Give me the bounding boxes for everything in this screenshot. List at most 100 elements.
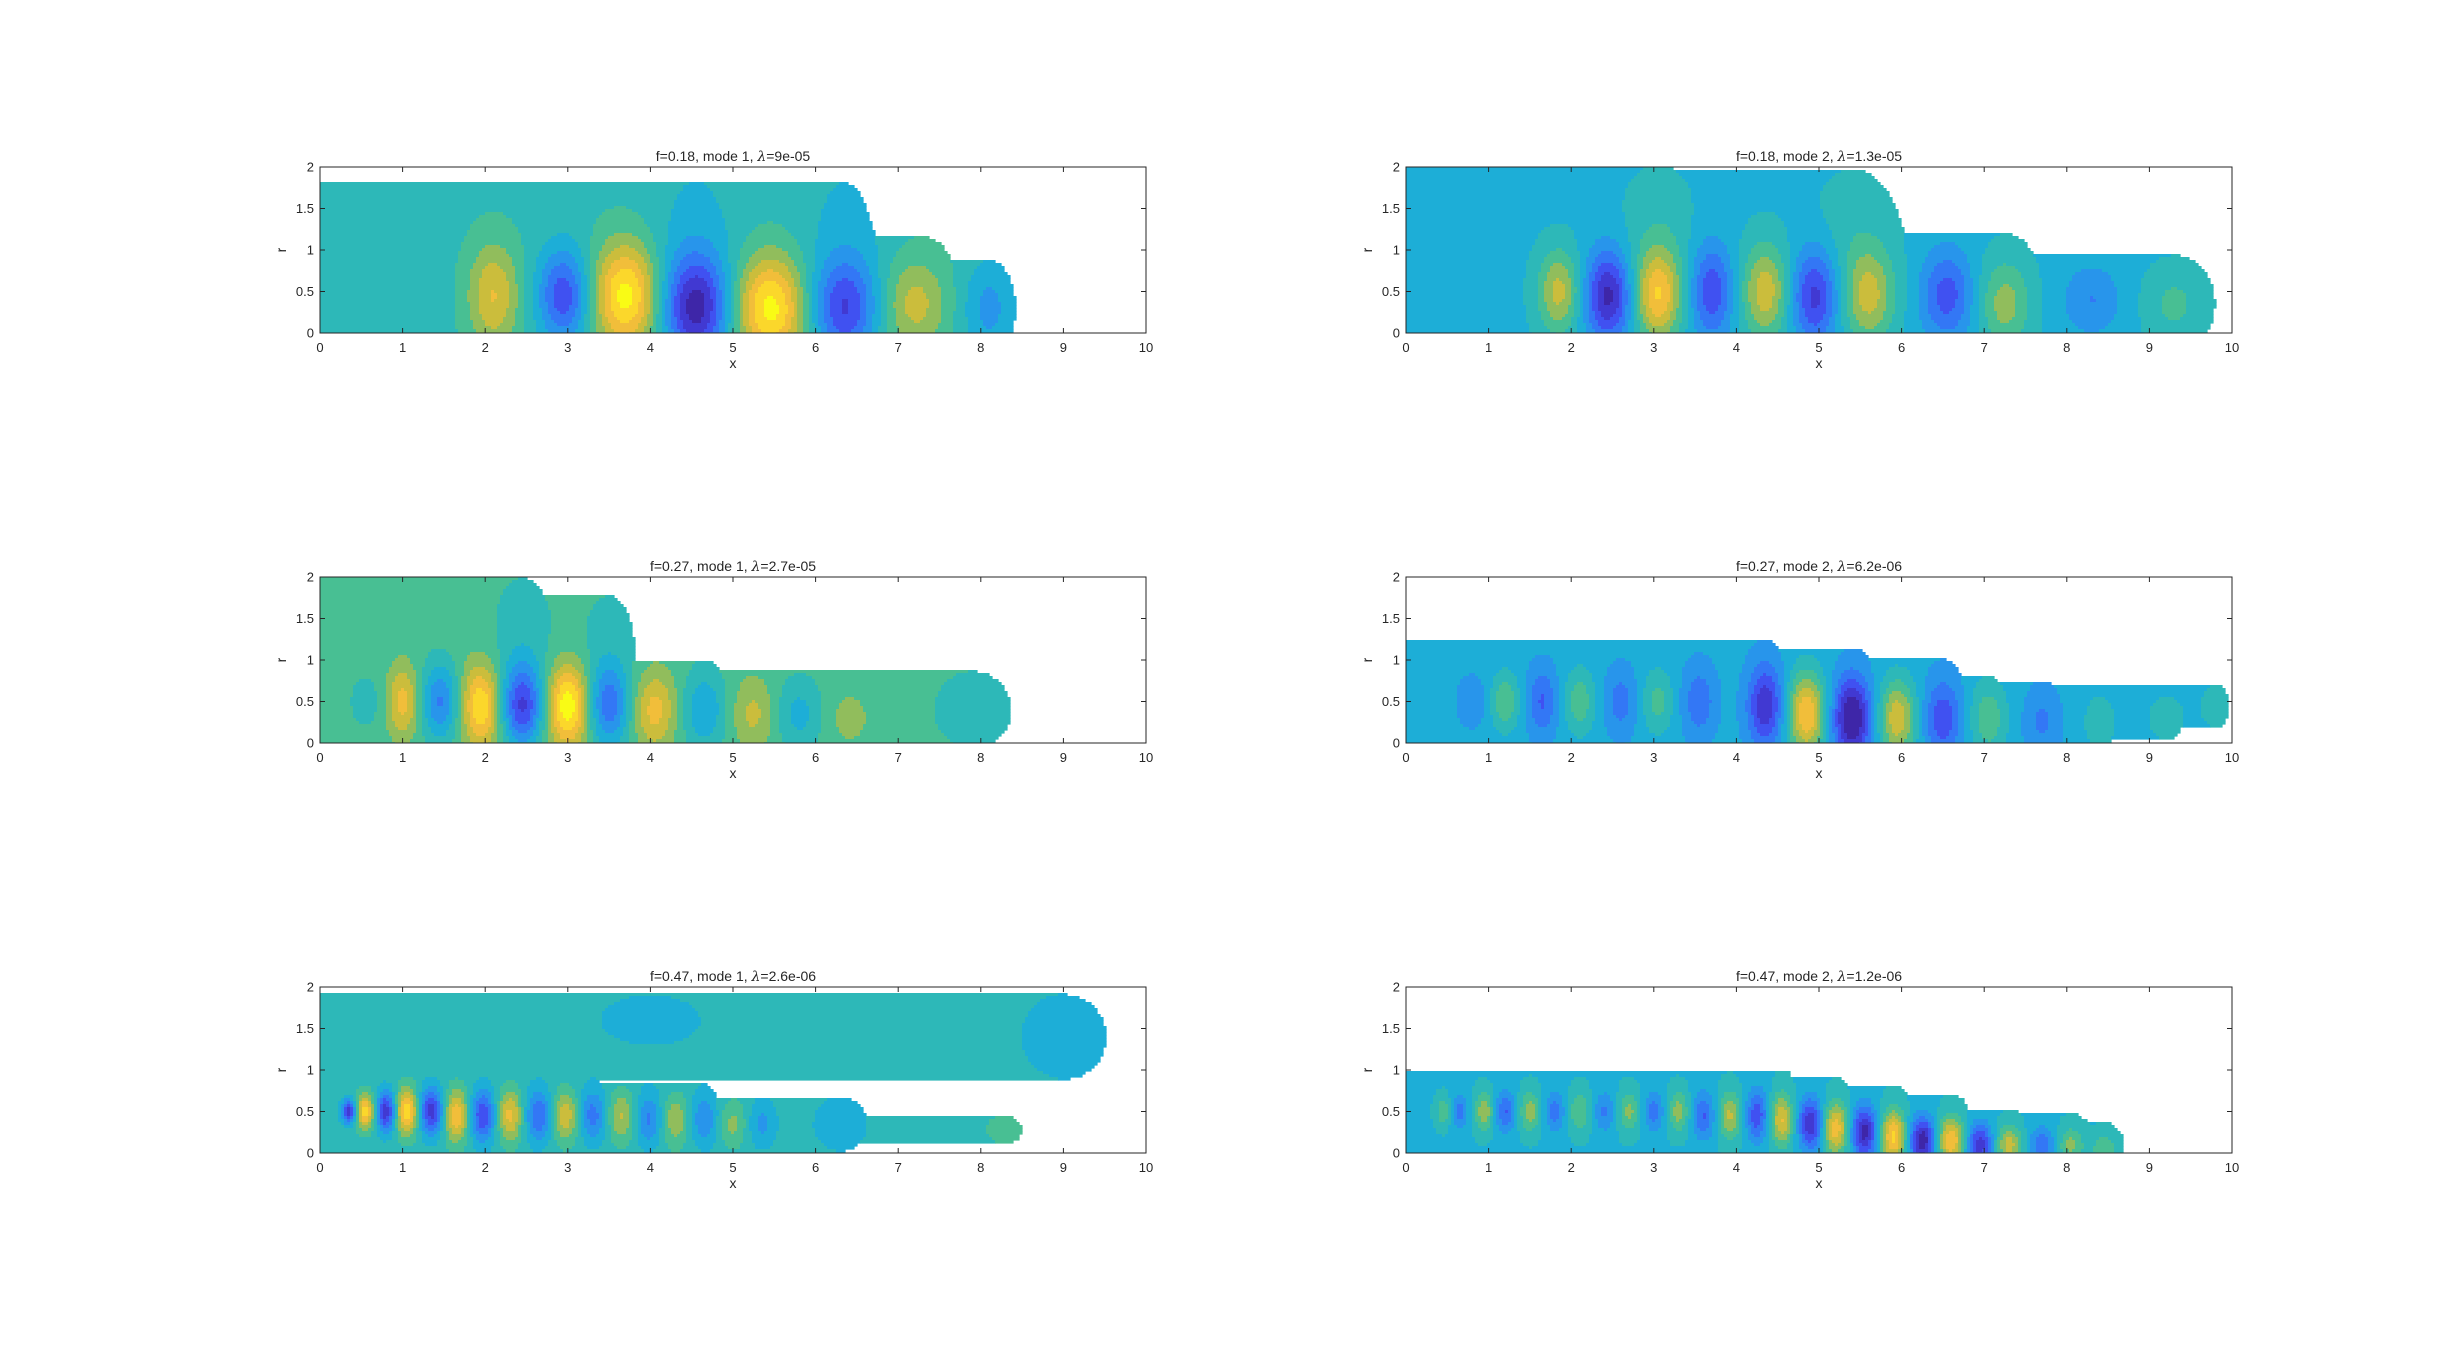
x-tick-label: 9 (1060, 750, 1067, 765)
subplot-title: f=0.27, mode 2, λ=6.2e-06 (1736, 558, 1902, 575)
x-tick-label: 8 (977, 340, 984, 355)
y-tick-label: 0.5 (296, 694, 314, 709)
x-tick-label: 3 (564, 750, 571, 765)
y-tick-label: 0.5 (296, 284, 314, 299)
subplot-title: f=0.18, mode 1, λ=9e-05 (656, 148, 811, 165)
x-tick-label: 4 (1733, 1160, 1740, 1175)
lambda-symbol: λ (1837, 149, 1847, 165)
y-axis-label: r (273, 247, 289, 252)
lambda-symbol: λ (756, 149, 766, 165)
x-axis-label: x (1816, 1175, 1823, 1191)
x-tick-label: 4 (1733, 750, 1740, 765)
contour-field (1406, 640, 2229, 743)
y-tick-label: 0 (307, 736, 314, 751)
contour-field (320, 182, 1017, 333)
title-suffix: =9e-05 (766, 148, 810, 164)
x-tick-label: 5 (729, 1160, 736, 1175)
subplot-4: 0 1 2 3 4 5 6 7 8 9 10 0 0.5 1 1.5 2 x r f=0.27, mode 2, λ… (1359, 558, 2239, 781)
subplot-title: f=0.47, mode 2, λ=1.2e-06 (1736, 968, 1902, 985)
y-tick-label: 1 (1393, 1063, 1400, 1078)
lambda-symbol: λ (1837, 969, 1847, 985)
subplot-1: 0 1 2 3 4 5 6 7 8 9 10 0 0.5 1 1.5 2 x r f=0.18, mode 1, λ… (273, 148, 1153, 371)
y-tick-label: 0 (1393, 736, 1400, 751)
y-tick-label: 1 (307, 653, 314, 668)
x-tick-label: 5 (1815, 340, 1822, 355)
subplot-3: 0 1 2 3 4 5 6 7 8 9 10 0 0.5 1 1.5 2 x r f=0.27, mode 1, λ… (273, 558, 1153, 781)
y-tick-label: 2 (307, 160, 314, 175)
title-prefix: f=0.47, mode 2, (1736, 968, 1838, 984)
x-tick-label: 8 (2063, 340, 2070, 355)
x-tick-label: 0 (316, 340, 323, 355)
x-tick-label: 6 (1898, 340, 1905, 355)
contour-field (320, 993, 1107, 1153)
x-tick-label: 9 (1060, 340, 1067, 355)
y-axis-label: r (273, 657, 289, 662)
y-axis-label: r (1359, 247, 1375, 252)
x-tick-label: 4 (647, 1160, 654, 1175)
subplot-title: f=0.27, mode 1, λ=2.7e-05 (650, 558, 816, 575)
subplot-title: f=0.18, mode 2, λ=1.3e-05 (1736, 148, 1902, 165)
lambda-symbol: λ (751, 969, 761, 985)
contour-field (320, 577, 1011, 743)
x-tick-label: 10 (2225, 1160, 2239, 1175)
subplot-title: f=0.47, mode 1, λ=2.6e-06 (650, 968, 816, 985)
x-tick-label: 9 (2146, 750, 2153, 765)
x-tick-label: 8 (2063, 1160, 2070, 1175)
x-tick-label: 0 (1402, 750, 1409, 765)
x-axis-label: x (1816, 765, 1823, 781)
y-tick-label: 0.5 (1382, 284, 1400, 299)
x-tick-label: 4 (1733, 340, 1740, 355)
x-axis-label: x (730, 1175, 737, 1191)
lambda-symbol: λ (1837, 559, 1847, 575)
y-tick-label: 1 (307, 1063, 314, 1078)
x-tick-label: 5 (1815, 1160, 1822, 1175)
x-tick-label: 7 (895, 340, 902, 355)
x-tick-label: 10 (1139, 750, 1153, 765)
y-tick-label: 1.5 (296, 611, 314, 626)
x-tick-label: 0 (1402, 1160, 1409, 1175)
x-tick-label: 9 (2146, 340, 2153, 355)
x-tick-label: 2 (482, 340, 489, 355)
x-tick-label: 3 (1650, 1160, 1657, 1175)
x-tick-label: 2 (1568, 340, 1575, 355)
subplot-6: 0 1 2 3 4 5 6 7 8 9 10 0 0.5 1 1.5 2 x r f=0.47, mode 2, λ… (1359, 968, 2239, 1191)
y-tick-label: 1 (1393, 243, 1400, 258)
x-axis-label: x (730, 765, 737, 781)
y-tick-label: 0 (307, 1146, 314, 1161)
subplot-5: 0 1 2 3 4 5 6 7 8 9 10 0 0.5 1 1.5 2 x r f=0.47, mode 1, λ… (273, 968, 1153, 1191)
x-tick-label: 5 (1815, 750, 1822, 765)
y-axis-label: r (273, 1067, 289, 1072)
x-tick-label: 7 (1981, 750, 1988, 765)
x-tick-label: 9 (2146, 1160, 2153, 1175)
x-tick-label: 3 (1650, 750, 1657, 765)
x-tick-label: 1 (1485, 1160, 1492, 1175)
x-tick-label: 0 (316, 1160, 323, 1175)
x-tick-label: 6 (812, 1160, 819, 1175)
x-tick-label: 5 (729, 750, 736, 765)
x-tick-label: 3 (564, 340, 571, 355)
x-tick-label: 1 (399, 1160, 406, 1175)
x-tick-label: 2 (1568, 1160, 1575, 1175)
x-tick-label: 0 (1402, 340, 1409, 355)
contour-field (1406, 1071, 2124, 1153)
title-prefix: f=0.27, mode 1, (650, 558, 752, 574)
title-prefix: f=0.27, mode 2, (1736, 558, 1838, 574)
y-tick-label: 0.5 (296, 1104, 314, 1119)
y-tick-label: 2 (1393, 160, 1400, 175)
title-suffix: =2.7e-05 (760, 558, 816, 574)
x-axis-label: x (730, 355, 737, 371)
y-tick-label: 0 (1393, 326, 1400, 341)
x-tick-label: 10 (1139, 1160, 1153, 1175)
y-tick-label: 1.5 (1382, 611, 1400, 626)
y-tick-label: 1.5 (1382, 201, 1400, 216)
y-tick-label: 2 (1393, 570, 1400, 585)
contour-field (1406, 167, 2217, 333)
y-axis-label: r (1359, 1067, 1375, 1072)
title-prefix: f=0.18, mode 2, (1736, 148, 1838, 164)
title-suffix: =1.3e-05 (1846, 148, 1902, 164)
y-tick-label: 0.5 (1382, 1104, 1400, 1119)
x-tick-label: 8 (2063, 750, 2070, 765)
x-tick-label: 9 (1060, 1160, 1067, 1175)
title-suffix: =1.2e-06 (1846, 968, 1902, 984)
